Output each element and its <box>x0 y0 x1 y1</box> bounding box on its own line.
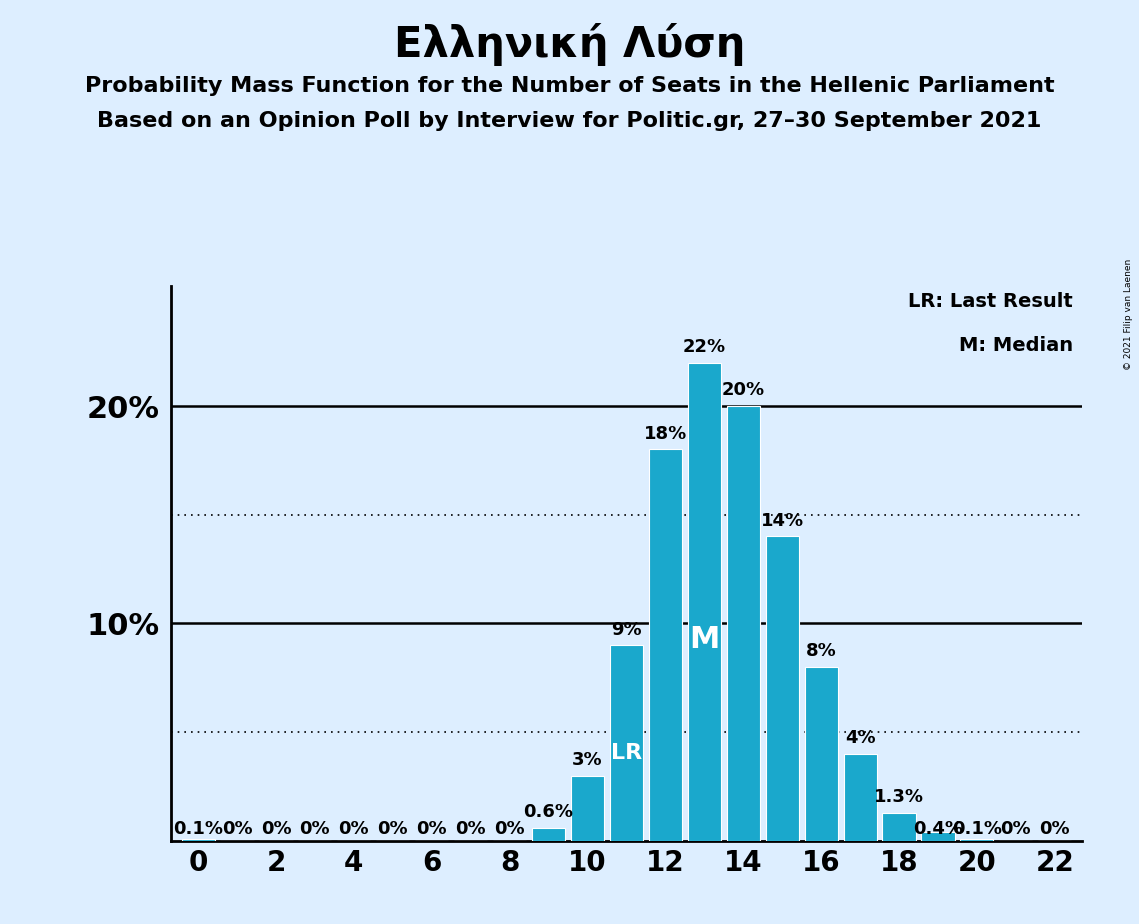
Text: 0%: 0% <box>456 820 486 837</box>
Text: 0%: 0% <box>494 820 525 837</box>
Text: Ελληνική Λύση: Ελληνική Λύση <box>394 23 745 67</box>
Text: 0.6%: 0.6% <box>524 803 574 821</box>
Text: 0%: 0% <box>377 820 408 837</box>
Bar <box>571 775 604 841</box>
Bar <box>609 645 644 841</box>
Text: 0%: 0% <box>338 820 369 837</box>
Text: 0%: 0% <box>222 820 253 837</box>
Text: Based on an Opinion Poll by Interview for Politic.gr, 27–30 September 2021: Based on an Opinion Poll by Interview fo… <box>97 111 1042 131</box>
Text: 0.4%: 0.4% <box>913 820 962 837</box>
Text: 0%: 0% <box>261 820 292 837</box>
Text: 0.1%: 0.1% <box>173 820 223 837</box>
Text: 0%: 0% <box>417 820 448 837</box>
Bar <box>765 537 798 841</box>
Text: 0%: 0% <box>1040 820 1071 837</box>
Text: M: M <box>689 626 720 654</box>
Bar <box>181 839 214 841</box>
Bar <box>727 406 760 841</box>
Bar <box>804 667 837 841</box>
Text: Probability Mass Function for the Number of Seats in the Hellenic Parliament: Probability Mass Function for the Number… <box>84 76 1055 96</box>
Text: M: Median: M: Median <box>959 336 1073 356</box>
Text: 4%: 4% <box>845 729 876 748</box>
Bar <box>844 754 877 841</box>
Bar <box>649 449 682 841</box>
Text: 3%: 3% <box>572 751 603 769</box>
Bar <box>688 362 721 841</box>
Text: LR: Last Result: LR: Last Result <box>908 292 1073 311</box>
Bar <box>960 839 993 841</box>
Text: 1.3%: 1.3% <box>874 788 924 806</box>
Text: 14%: 14% <box>761 512 804 530</box>
Text: LR: LR <box>611 743 642 763</box>
Text: 20%: 20% <box>722 382 764 399</box>
Bar <box>921 833 954 841</box>
Text: 8%: 8% <box>805 642 836 661</box>
Text: 0%: 0% <box>1000 820 1031 837</box>
Bar <box>883 812 916 841</box>
Bar <box>532 828 565 841</box>
Text: 0.1%: 0.1% <box>952 820 1002 837</box>
Text: 0%: 0% <box>300 820 330 837</box>
Text: 9%: 9% <box>612 621 641 638</box>
Text: 18%: 18% <box>644 425 687 443</box>
Text: © 2021 Filip van Laenen: © 2021 Filip van Laenen <box>1124 259 1133 370</box>
Text: 22%: 22% <box>682 338 726 356</box>
